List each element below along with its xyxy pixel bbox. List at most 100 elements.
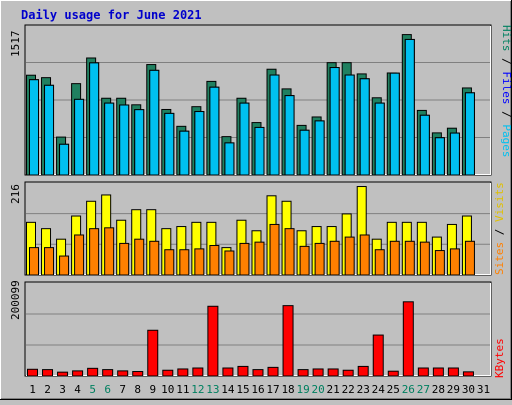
legend-sites: Sites [493,242,506,275]
bar-pages-day-13 [209,86,220,176]
bar-sites-day-8 [134,238,145,276]
bar-kbytes-day-22 [342,369,354,377]
day-label: 30 [462,383,475,396]
day-label: 14 [221,383,235,396]
bar-pages-day-20 [314,120,325,176]
legend-sep-1: / [500,58,512,65]
bar-kbytes-day-1 [27,368,38,377]
bar-pages-day-28 [434,137,445,176]
day-label: 9 [149,383,156,396]
day-label: 28 [432,383,445,396]
bar-pages-day-5 [89,62,100,176]
bar-pages-day-3 [59,143,70,176]
bar-pages-day-21 [329,67,340,176]
day-label: 11 [176,383,189,396]
bar-sites-day-18 [284,228,295,276]
day-label: 10 [161,383,174,396]
bar-sites-day-11 [179,249,190,276]
bar-pages-day-14 [224,142,235,176]
bar-kbytes-day-14 [222,367,234,377]
day-label: 22 [342,383,355,396]
bar-sites-day-14 [224,250,235,276]
day-label: 17 [266,383,279,396]
day-label: 1 [29,383,36,396]
bar-kbytes-day-7 [117,370,129,377]
bar-sites-day-10 [164,249,175,276]
day-label: 8 [134,383,141,396]
bar-pages-day-10 [164,112,175,176]
top-panel-max-label: 1517 [9,31,22,58]
day-label: 27 [417,383,430,396]
bar-kbytes-day-2 [42,369,54,377]
bar-kbytes-day-18 [282,305,294,377]
bar-kbytes-day-16 [252,369,264,377]
bar-sites-day-9 [149,240,160,276]
bar-sites-day-16 [254,241,265,276]
bar-sites-day-15 [239,242,250,276]
bar-kbytes-day-5 [87,367,99,377]
bar-kbytes-day-30 [462,371,474,377]
bar-pages-day-6 [104,102,115,176]
legend-pages: Pages [500,124,512,157]
bottom-panel-legend: KBytes [493,338,506,378]
bar-pages-day-23 [359,78,370,176]
bar-sites-day-19 [299,245,310,276]
bar-kbytes-day-15 [237,365,249,377]
day-label: 19 [296,383,309,396]
bar-sites-day-29 [449,248,460,276]
bar-sites-day-17 [269,223,280,276]
bar-sites-day-12 [194,248,205,276]
bar-sites-day-30 [464,240,475,276]
legend-sep-2: / [500,111,512,118]
bar-pages-day-16 [254,126,265,176]
day-label: 25 [387,383,400,396]
bar-kbytes-day-20 [312,368,324,377]
day-label: 29 [447,383,460,396]
day-label: 15 [236,383,249,396]
day-label: 6 [104,383,111,396]
bar-pages-day-24 [374,102,385,176]
bar-kbytes-day-29 [447,367,459,377]
bar-sites-day-21 [329,240,340,276]
bar-kbytes-day-4 [72,370,84,377]
bar-pages-day-12 [194,111,205,176]
bar-pages-day-1 [29,79,39,176]
bar-pages-day-17 [269,74,280,176]
bar-sites-day-22 [344,236,355,276]
bar-pages-day-19 [299,129,310,176]
bar-sites-day-25 [389,240,400,276]
day-label: 12 [191,383,204,396]
bar-sites-day-13 [209,245,220,276]
bar-pages-day-22 [344,74,355,176]
bar-kbytes-day-10 [162,369,174,377]
bottom-panel-max-label: 200099 [9,280,22,320]
bar-sites-day-26 [404,240,415,276]
bar-kbytes-day-24 [372,334,384,377]
bar-kbytes-day-23 [357,365,369,377]
bar-kbytes-day-12 [192,367,204,377]
day-label: 31 [477,383,490,396]
bar-pages-day-18 [284,95,295,176]
bar-pages-day-29 [449,132,460,176]
bar-kbytes-day-13 [207,305,219,377]
day-label: 5 [89,383,96,396]
bar-pages-day-15 [239,102,250,176]
legend-files: Files [500,71,512,104]
bar-kbytes-day-9 [147,329,159,377]
bar-kbytes-day-19 [297,369,309,377]
chart-title: Daily usage for June 2021 [21,8,202,22]
bar-sites-day-28 [434,250,445,276]
bar-pages-day-9 [149,69,160,176]
day-label: 3 [59,383,66,396]
bar-pages-day-26 [404,38,415,176]
day-label: 26 [402,383,415,396]
bar-sites-day-23 [359,234,370,276]
bar-kbytes-day-27 [417,367,429,377]
bar-sites-day-20 [314,242,325,276]
panel-2 [24,281,492,377]
bar-kbytes-day-25 [387,370,399,377]
bar-kbytes-day-8 [132,371,144,377]
middle-panel-max-label: 216 [9,184,22,204]
top-panel-legend: Hits / Files / Pages [500,25,512,158]
day-label: 4 [74,383,81,396]
